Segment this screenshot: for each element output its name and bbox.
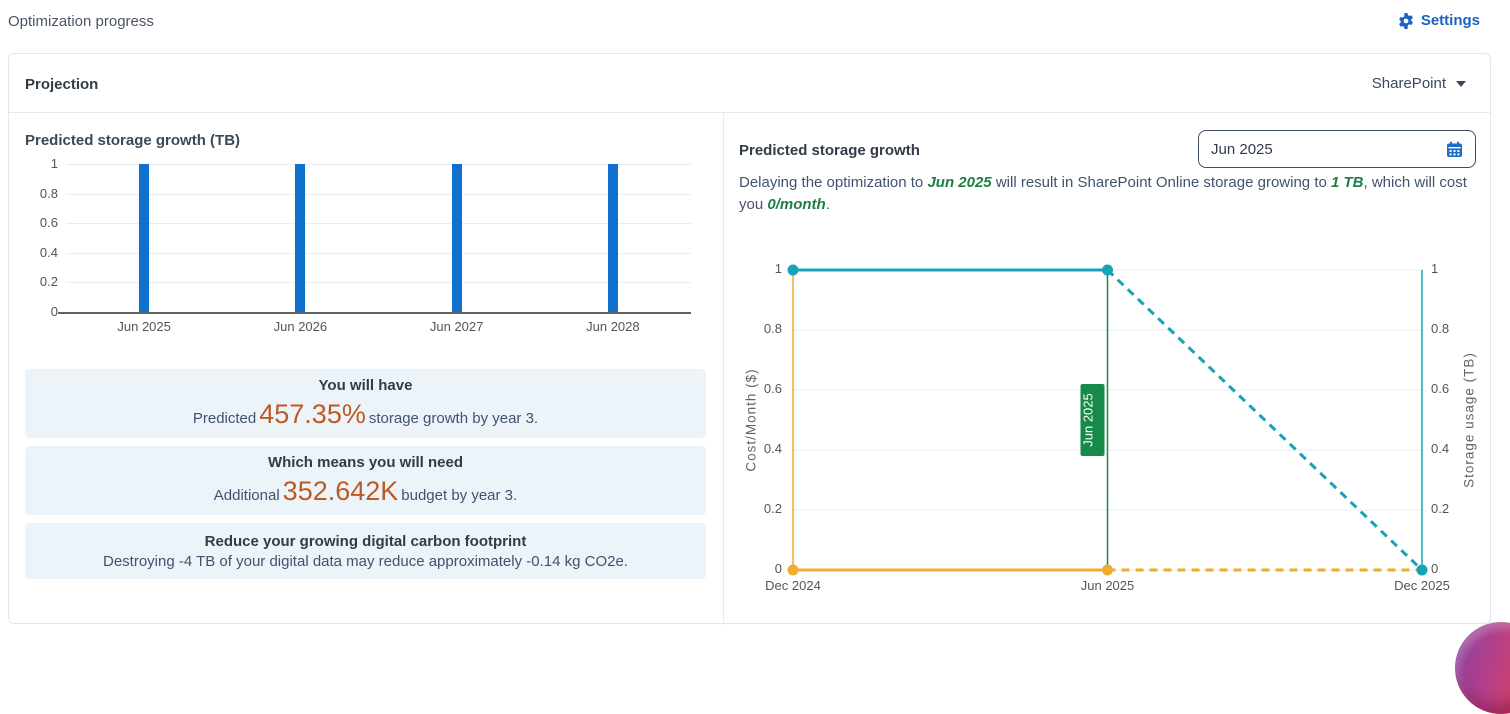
data-point-dot bbox=[1102, 264, 1113, 276]
y-tick-label-left: 0.8 bbox=[763, 321, 782, 336]
y-tick-label-right: 0.6 bbox=[1431, 381, 1450, 396]
data-point-dot bbox=[787, 264, 799, 276]
projection-detail-panel: Predicted storage growth Jun 2025 Delayi… bbox=[724, 113, 1491, 625]
y-tick-label-left: 1 bbox=[774, 261, 782, 276]
y-tick-label-right: 0.2 bbox=[1431, 501, 1450, 516]
data-point-dot bbox=[1416, 564, 1428, 576]
data-point-dot bbox=[1102, 564, 1113, 576]
y-tick-label-left: 0.2 bbox=[763, 501, 782, 516]
bar bbox=[139, 164, 150, 312]
card-title: Projection bbox=[25, 76, 99, 93]
y-tick-label-left: 0.4 bbox=[763, 441, 782, 456]
info-box-heading: You will have bbox=[318, 377, 413, 394]
calendar-icon bbox=[1447, 141, 1462, 157]
y-tick-label: 0.4 bbox=[39, 244, 58, 260]
y-tick-label-right: 0.8 bbox=[1431, 321, 1450, 336]
grid-line bbox=[66, 282, 691, 284]
top-bar: Optimization progress Settings bbox=[0, 0, 1510, 46]
y-tick-label-left: 0.6 bbox=[763, 381, 782, 396]
info-suffix: storage growth by year 3. bbox=[368, 410, 539, 427]
bar-chart-title: Predicted storage growth (TB) bbox=[25, 132, 241, 149]
right-axis-title: Storage usage (TB) bbox=[1461, 352, 1477, 488]
description-highlight: Jun 2025 bbox=[927, 174, 992, 191]
x-tick-label: Jun 2027 bbox=[429, 319, 484, 334]
info-prefix: Predicted bbox=[192, 410, 257, 427]
info-box-line: Destroying -4 TB of your digital data ma… bbox=[103, 553, 628, 570]
y-tick-label-right: 0 bbox=[1431, 561, 1439, 576]
y-tick-label: 0.8 bbox=[39, 185, 58, 201]
card-body: Predicted storage growth (TB) You will h… bbox=[9, 113, 1490, 625]
settings-button[interactable]: Settings bbox=[1398, 12, 1480, 29]
y-tick-label-right: 1 bbox=[1431, 261, 1439, 276]
platform-dropdown-value: SharePoint bbox=[1371, 75, 1446, 92]
page-title: Optimization progress bbox=[8, 13, 154, 30]
platform-dropdown[interactable]: SharePoint bbox=[1372, 75, 1466, 92]
y-tick-label: 0.6 bbox=[39, 215, 58, 231]
bar bbox=[607, 164, 618, 312]
y-tick-label: 0 bbox=[50, 304, 58, 319]
selected-date-badge-label: Jun 2025 bbox=[1081, 393, 1096, 447]
description-text: will result in SharePoint Online storage… bbox=[991, 174, 1331, 191]
date-picker-value: Jun 2025 bbox=[1211, 140, 1273, 158]
grid-line bbox=[66, 252, 691, 254]
x-tick-label: Jun 2028 bbox=[586, 319, 640, 334]
x-axis-line bbox=[58, 312, 691, 314]
description-text: , which will cost you bbox=[739, 174, 1467, 213]
projection-card: Projection SharePoint Predicted storage … bbox=[8, 53, 1491, 625]
info-box-line: Additional 352.642K budget by year 3. bbox=[214, 476, 517, 507]
grid-line bbox=[66, 193, 691, 195]
description-text: . bbox=[825, 195, 830, 213]
info-suffix: budget by year 3. bbox=[401, 487, 518, 504]
grid-line bbox=[66, 223, 691, 225]
card-header: Projection SharePoint bbox=[9, 54, 1490, 113]
date-picker[interactable]: Jun 2025 bbox=[1198, 130, 1476, 168]
x-tick-label: Jun 2026 bbox=[273, 319, 328, 334]
cost-storage-line-chart: Jun 2025 bbox=[787, 264, 1428, 576]
x-tick-label: Dec 2025 bbox=[1394, 578, 1450, 593]
bar bbox=[295, 164, 306, 312]
assistant-widget-icon[interactable] bbox=[1455, 622, 1510, 714]
gear-icon bbox=[1398, 12, 1413, 29]
description-highlight: 1 TB bbox=[1331, 174, 1364, 191]
grid-line bbox=[66, 164, 691, 165]
info-box-heading: Reduce your growing digital carbon footp… bbox=[204, 532, 527, 550]
y-tick-label-left: 0 bbox=[774, 561, 782, 576]
selected-date-badge bbox=[1080, 384, 1105, 456]
series-line-dashed bbox=[1106, 268, 1424, 572]
data-point-dot bbox=[787, 564, 799, 576]
storage-growth-panel: Predicted storage growth (TB) You will h… bbox=[9, 113, 724, 625]
info-box-carbon-footprint: Reduce your growing digital carbon footp… bbox=[25, 523, 706, 579]
info-box-budget-needed: Which means you will need Additional 352.… bbox=[25, 446, 706, 515]
y-tick-label: 0.2 bbox=[39, 274, 58, 290]
info-box-you-will-have: You will have Predicted 457.35% storage gr… bbox=[25, 369, 706, 438]
info-box-line: Predicted 457.35% storage growth by year 3… bbox=[193, 399, 538, 430]
description-highlight: 0/month bbox=[767, 195, 826, 213]
x-tick-label: Dec 2024 bbox=[765, 578, 821, 593]
info-prefix: Destroying -4 TB of your digital data ma… bbox=[103, 552, 628, 570]
optimization-description: Delaying the optimization to Jun 2025 wi… bbox=[739, 172, 1481, 215]
info-highlight-value: 457.35% bbox=[259, 399, 366, 429]
x-tick-label: Jun 2025 bbox=[1080, 578, 1135, 593]
info-box-heading: Which means you will need bbox=[267, 454, 464, 471]
bar bbox=[451, 164, 462, 312]
y-tick-label-right: 0.4 bbox=[1431, 441, 1450, 456]
chevron-down-icon bbox=[1456, 80, 1466, 87]
info-highlight-value: 352.642K bbox=[282, 476, 399, 506]
settings-label: Settings bbox=[1420, 12, 1480, 29]
y-tick-label: 1 bbox=[50, 156, 58, 171]
line-chart-heading: Predicted storage growth bbox=[739, 142, 920, 159]
info-prefix: Additional bbox=[213, 487, 280, 504]
description-text: Delaying the optimization to bbox=[739, 174, 928, 191]
x-tick-label: Jun 2025 bbox=[117, 319, 171, 334]
